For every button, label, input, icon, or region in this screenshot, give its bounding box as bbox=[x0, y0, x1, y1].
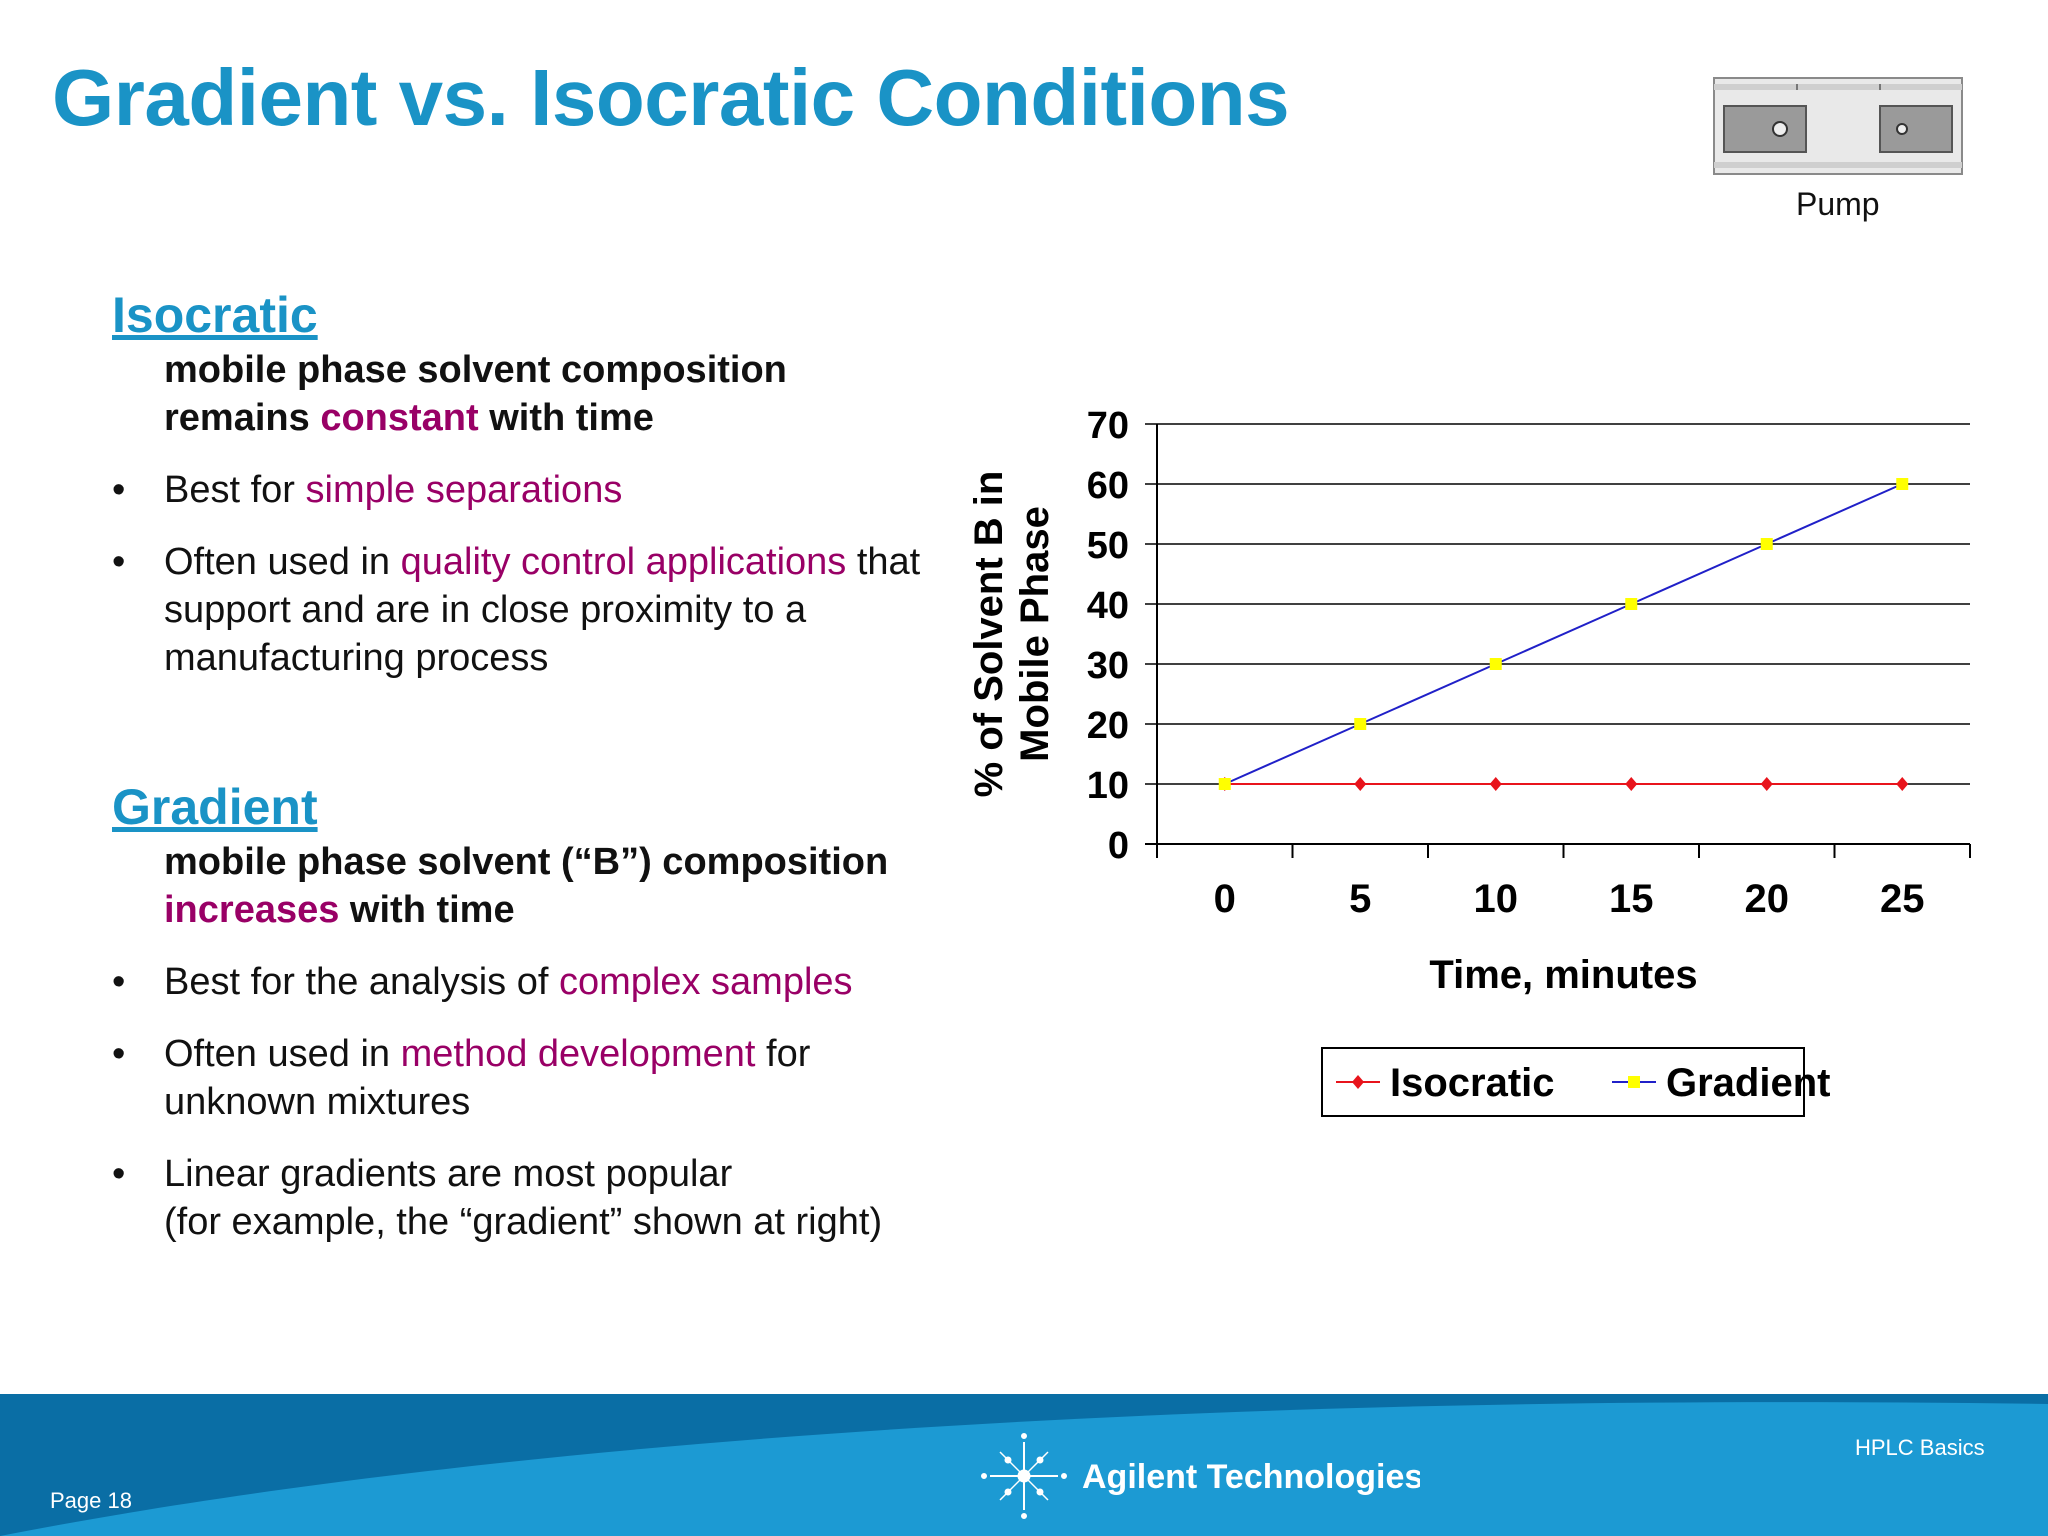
data-point-gradient bbox=[1489, 658, 1502, 670]
bullet-emphasis: quality control applications bbox=[400, 541, 847, 583]
desc-text: with time bbox=[478, 397, 654, 439]
legend-marker-isocratic bbox=[1352, 1075, 1364, 1089]
x-tick-label: 10 bbox=[1474, 877, 1519, 921]
x-tick-label: 20 bbox=[1745, 877, 1790, 921]
bullet-text: Best for the analysis of bbox=[164, 961, 559, 1003]
legend-label-isocratic: Isocratic bbox=[1390, 1061, 1555, 1105]
data-point-gradient bbox=[1760, 538, 1773, 550]
y-tick-label: 70 bbox=[1087, 405, 1129, 447]
data-point-isocratic bbox=[1760, 777, 1773, 791]
y-tick-label: 50 bbox=[1087, 525, 1129, 567]
series-line-gradient bbox=[1224, 483, 1903, 785]
slide-title: Gradient vs. Isocratic Conditions bbox=[52, 53, 1290, 142]
gradient-bullet: • Linear gradients are most popular (for … bbox=[112, 1150, 982, 1246]
agilent-logo: Agilent Technologies bbox=[981, 1433, 1420, 1519]
data-point-isocratic bbox=[1896, 777, 1909, 791]
data-point-gradient bbox=[1218, 778, 1231, 790]
desc-text: remains bbox=[164, 397, 321, 439]
bullet-text: Best for bbox=[164, 469, 306, 511]
gradient-bullet: • Often used in method development for u… bbox=[112, 1030, 982, 1126]
data-point-isocratic bbox=[1625, 777, 1638, 791]
brand-name: Agilent Technologies bbox=[1082, 1458, 1420, 1496]
y-tick-label: 0 bbox=[1108, 825, 1129, 867]
bullet-text: that support and are in close proximity … bbox=[164, 541, 921, 679]
data-point-isocratic bbox=[1354, 777, 1367, 791]
y-tick-label: 20 bbox=[1087, 705, 1129, 747]
bullet-emphasis: simple separations bbox=[305, 469, 623, 511]
bullet-text: Often used in bbox=[164, 541, 401, 583]
bullet-emphasis: complex samples bbox=[558, 961, 853, 1003]
bullet-text: Often used in bbox=[164, 1033, 401, 1075]
bullet-dot: • bbox=[112, 469, 126, 511]
desc-text: with time bbox=[339, 889, 515, 931]
x-tick-label: 5 bbox=[1349, 877, 1371, 921]
y-tick-label: 60 bbox=[1087, 465, 1129, 507]
legend-box bbox=[1321, 1047, 1805, 1117]
spark-icon bbox=[981, 1433, 1067, 1519]
y-tick-label: 40 bbox=[1087, 585, 1129, 627]
data-point-isocratic bbox=[1489, 777, 1502, 791]
x-tick-label: 25 bbox=[1880, 877, 1925, 921]
page-number: Page 18 bbox=[50, 1488, 132, 1513]
isocratic-bullet: • Often used in quality control applicat… bbox=[112, 538, 982, 682]
y-tick-label: 10 bbox=[1087, 765, 1129, 807]
bullet-text: Linear gradients are most popular bbox=[164, 1153, 733, 1195]
isocratic-heading: Isocratic bbox=[112, 287, 318, 343]
y-axis-title: % of Solvent B in bbox=[967, 471, 1011, 798]
data-point-gradient bbox=[1625, 598, 1638, 610]
desc-emphasis: increases bbox=[164, 889, 340, 931]
pump-label: Pump bbox=[1796, 186, 1880, 222]
gradient-heading: Gradient bbox=[112, 779, 318, 835]
bullet-dot: • bbox=[112, 541, 126, 583]
bullet-dot: • bbox=[112, 1153, 126, 1195]
x-tick-label: 0 bbox=[1214, 877, 1236, 921]
data-point-gradient bbox=[1896, 478, 1909, 490]
isocratic-bullet: • Best for simple separations bbox=[112, 466, 982, 514]
y-axis-title: Mobile Phase bbox=[1013, 506, 1057, 762]
x-axis-title: Time, minutes bbox=[1429, 953, 1697, 997]
bullet-text: for unknown mixtures bbox=[164, 1033, 811, 1123]
gradient-description: mobile phase solvent (“B”) composition i… bbox=[164, 838, 984, 934]
bullet-dot: • bbox=[112, 1033, 126, 1075]
desc-text: mobile phase solvent (“B”) composition bbox=[164, 841, 889, 883]
bullet-dot: • bbox=[112, 961, 126, 1003]
deck-name: HPLC Basics bbox=[1855, 1435, 1985, 1460]
gradient-bullet: • Best for the analysis of complex sampl… bbox=[112, 958, 982, 1006]
data-point-gradient bbox=[1354, 718, 1367, 730]
isocratic-description: mobile phase solvent composition remains… bbox=[164, 346, 984, 442]
legend-marker-gradient bbox=[1628, 1076, 1640, 1088]
desc-text: mobile phase solvent composition bbox=[164, 349, 787, 391]
desc-emphasis: constant bbox=[320, 397, 479, 439]
legend-label-gradient: Gradient bbox=[1666, 1061, 1830, 1105]
bullet-emphasis: method development bbox=[400, 1033, 756, 1075]
x-tick-label: 15 bbox=[1609, 877, 1654, 921]
bullet-text: (for example, the “gradient” shown at ri… bbox=[164, 1201, 883, 1243]
y-tick-label: 30 bbox=[1087, 645, 1129, 687]
solvent-composition-chart: 0 10 20 30 40 50 60 70 0 5 10 15 20 25 Time, minutes % … bbox=[967, 405, 1971, 1117]
pump-image bbox=[1712, 76, 1964, 183]
